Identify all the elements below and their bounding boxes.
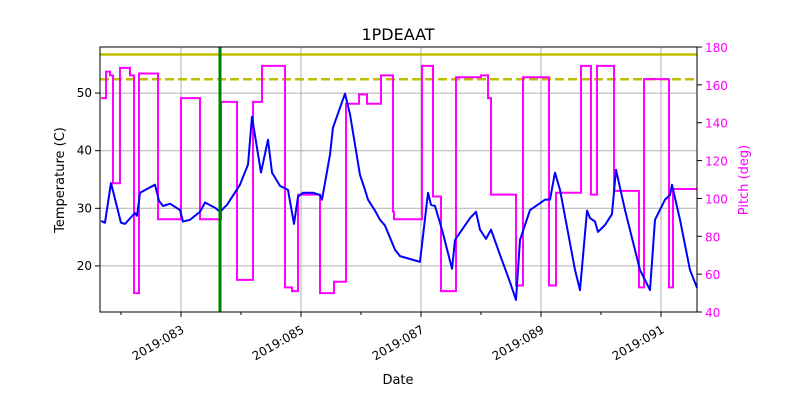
- plot-frame: [99, 46, 698, 313]
- x-axis-label: Date: [382, 373, 413, 388]
- y-tick-label: 40: [77, 144, 92, 158]
- y-tick-label: 20: [77, 259, 92, 273]
- y-right-tick-label: 40: [705, 306, 720, 320]
- y-right-tick-label: 180: [705, 41, 728, 55]
- x-tick-label: 2019:083: [130, 322, 187, 363]
- temperature-series-line: [100, 92, 698, 301]
- x-tick-label: 2019:087: [370, 322, 427, 363]
- x-tick-label: 2019:085: [250, 322, 307, 363]
- y-right-tick-label: 80: [705, 230, 720, 244]
- y-axis-left: 20 30 40 50: [77, 86, 100, 273]
- x-tick-label: 2019:091: [610, 322, 667, 363]
- y-right-tick-label: 60: [705, 268, 720, 282]
- x-tick-label: 2019:089: [490, 322, 547, 363]
- grid: [100, 47, 697, 312]
- pitch-series-line: [101, 64, 697, 295]
- y-right-tick-label: 120: [705, 155, 728, 169]
- y-right-tick-label: 140: [705, 117, 728, 131]
- chart-title: 1PDEAAT: [361, 25, 434, 44]
- y-axis-label: Temperature (C): [53, 127, 68, 234]
- y-axis-right: 40 60 80 100 120 140 160 180: [697, 41, 728, 320]
- plot-marks: [100, 47, 698, 312]
- y-axis-right-label: Pitch (deg): [737, 145, 752, 215]
- x-axis: 2019:083 2019:085 2019:087 2019:089 2019:091: [120, 312, 667, 363]
- y-right-tick-label: 100: [705, 192, 728, 206]
- y-tick-label: 50: [77, 86, 92, 100]
- y-right-tick-label: 160: [705, 79, 728, 93]
- y-tick-label: 30: [77, 201, 92, 215]
